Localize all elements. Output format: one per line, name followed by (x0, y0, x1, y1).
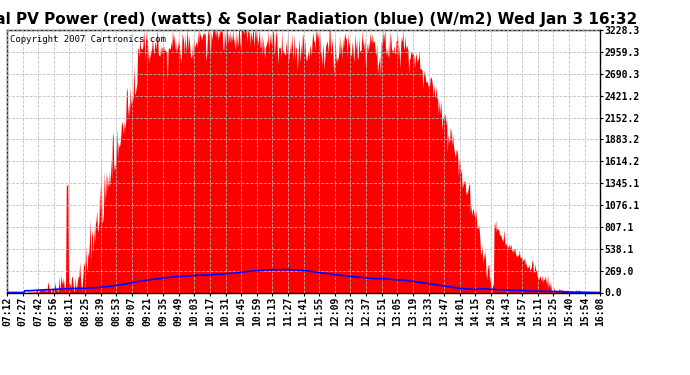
Text: Copyright 2007 Cartronics.com: Copyright 2007 Cartronics.com (10, 35, 166, 44)
Title: Total PV Power (red) (watts) & Solar Radiation (blue) (W/m2) Wed Jan 3 16:32: Total PV Power (red) (watts) & Solar Rad… (0, 12, 638, 27)
